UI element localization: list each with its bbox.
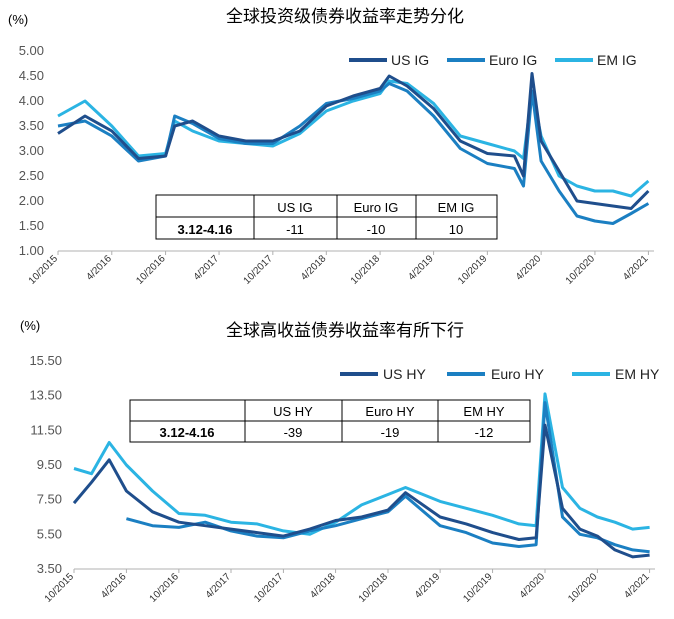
x-tick-label: 4/2019 — [406, 253, 436, 283]
chart-investment-grade: 全球投资级债券收益率走势分化 (%) 5.00 4.50 4.00 3.50 3.00 2… — [8, 7, 654, 287]
chart2-change-table: US HY Euro HY EM HY 3.12-4.16 -39 -19 -1… — [129, 399, 531, 443]
chart2-series-lines — [72, 392, 650, 559]
chart2-table-value-euro: -19 — [381, 425, 400, 440]
chart1-legend-euro-label: Euro IG — [489, 52, 537, 68]
chart2-title: 全球高收益债券收益率有所下行 — [226, 321, 464, 341]
x-tick-label: 10/2019 — [461, 571, 495, 605]
x-tick-label: 10/2020 — [564, 253, 598, 287]
y-tick-label: 5.50 — [37, 526, 62, 541]
y-tick-label: 3.50 — [37, 561, 62, 576]
x-tick-label: 4/2020 — [514, 253, 544, 283]
x-tick-label: 4/2021 — [621, 253, 651, 283]
chart2-table-value-em: -12 — [475, 425, 494, 440]
series-line-us-hy — [72, 423, 650, 559]
y-tick-label: 3.50 — [19, 118, 44, 133]
y-tick-label: 13.50 — [29, 388, 62, 403]
chart1-table-header-em: EM IG — [438, 200, 475, 215]
y-tick-label: 4.50 — [19, 68, 44, 83]
chart2-unit-label: (%) — [20, 318, 40, 333]
x-tick-label: 10/2019 — [456, 253, 490, 287]
chart1-y-ticks: 5.00 4.50 4.00 3.50 3.00 2.50 2.00 1.50 1.00 — [19, 43, 44, 258]
x-tick-label: 10/2018 — [349, 253, 383, 287]
chart2-table-header-em: EM HY — [463, 404, 505, 419]
y-tick-label: 11.50 — [30, 422, 62, 437]
x-tick-label: 4/2017 — [204, 571, 234, 601]
x-tick-label: 10/2015 — [27, 253, 61, 287]
x-tick-label: 10/2016 — [134, 253, 168, 287]
chart1-x-ticks: 10/2015 4/2016 10/2016 4/2017 10/2017 4/2018 1… — [27, 251, 651, 287]
chart2-y-ticks: 15.50 13.50 11.50 9.50 7.50 5.50 3.50 — [29, 353, 62, 576]
chart1-series-lines — [57, 72, 650, 225]
x-tick-label: 4/2016 — [99, 571, 129, 601]
chart2-table-value-us: -39 — [284, 425, 303, 440]
x-tick-label: 4/2017 — [192, 253, 222, 283]
chart2-legend: US HY Euro HY EM HY — [340, 366, 660, 382]
chart2-x-ticks: 10/2015 4/2016 10/2016 4/2017 10/2017 4/2018 1… — [43, 569, 652, 605]
series-line-em-hy — [73, 392, 650, 536]
y-tick-label: 4.00 — [19, 93, 44, 108]
y-tick-label: 5.00 — [19, 43, 44, 58]
y-tick-label: 7.50 — [37, 492, 62, 507]
x-tick-label: 10/2017 — [252, 571, 286, 605]
x-tick-label: 10/2016 — [148, 571, 182, 605]
y-tick-label: 2.50 — [19, 168, 44, 183]
x-tick-label: 4/2018 — [308, 571, 338, 601]
chart2-table-header-us: US HY — [273, 404, 313, 419]
chart1-table-value-em: 10 — [449, 222, 463, 237]
chart1-table-header-us: US IG — [277, 200, 312, 215]
chart-high-yield: 全球高收益债券收益率有所下行 (%) 15.50 13.50 11.50 9.50 7.… — [20, 318, 660, 605]
series-line-us-ig — [57, 72, 650, 210]
x-tick-label: 10/2015 — [43, 571, 77, 605]
x-tick-label: 10/2020 — [566, 571, 600, 605]
chart1-unit-label: (%) — [8, 12, 28, 27]
y-tick-label: 15.50 — [29, 353, 62, 368]
y-tick-label: 1.50 — [19, 218, 44, 233]
chart1-table-header-euro: Euro IG — [354, 200, 399, 215]
x-tick-label: 4/2021 — [622, 571, 652, 601]
y-tick-label: 9.50 — [37, 457, 62, 472]
x-tick-label: 10/2017 — [242, 253, 276, 287]
x-tick-label: 10/2018 — [357, 571, 391, 605]
chart1-table-period: 3.12-4.16 — [178, 222, 233, 237]
x-tick-label: 4/2016 — [84, 253, 114, 283]
chart2-table-header-euro: Euro HY — [365, 404, 414, 419]
chart2-table-period: 3.12-4.16 — [160, 425, 215, 440]
chart1-table-value-euro: -10 — [367, 222, 386, 237]
y-tick-label: 2.00 — [19, 193, 44, 208]
x-tick-label: 4/2020 — [518, 571, 548, 601]
y-tick-label: 3.00 — [19, 143, 44, 158]
x-tick-label: 4/2018 — [299, 253, 329, 283]
chart1-legend: US IG Euro IG EM IG — [349, 52, 637, 68]
chart2-legend-em-label: EM HY — [615, 366, 660, 382]
series-line-euro-ig — [57, 82, 650, 225]
chart1-legend-em-label: EM IG — [597, 52, 637, 68]
x-tick-label: 4/2019 — [413, 571, 443, 601]
chart1-title: 全球投资级债券收益率走势分化 — [226, 7, 464, 27]
chart1-legend-us-label: US IG — [391, 52, 429, 68]
chart2-legend-us-label: US HY — [383, 366, 426, 382]
chart1-table-value-us: -11 — [286, 222, 304, 237]
chart2-legend-euro-label: Euro HY — [491, 366, 545, 382]
chart1-change-table: US IG Euro IG EM IG 3.12-4.16 -11 -10 10 — [155, 194, 498, 240]
y-tick-label: 1.00 — [19, 243, 44, 258]
